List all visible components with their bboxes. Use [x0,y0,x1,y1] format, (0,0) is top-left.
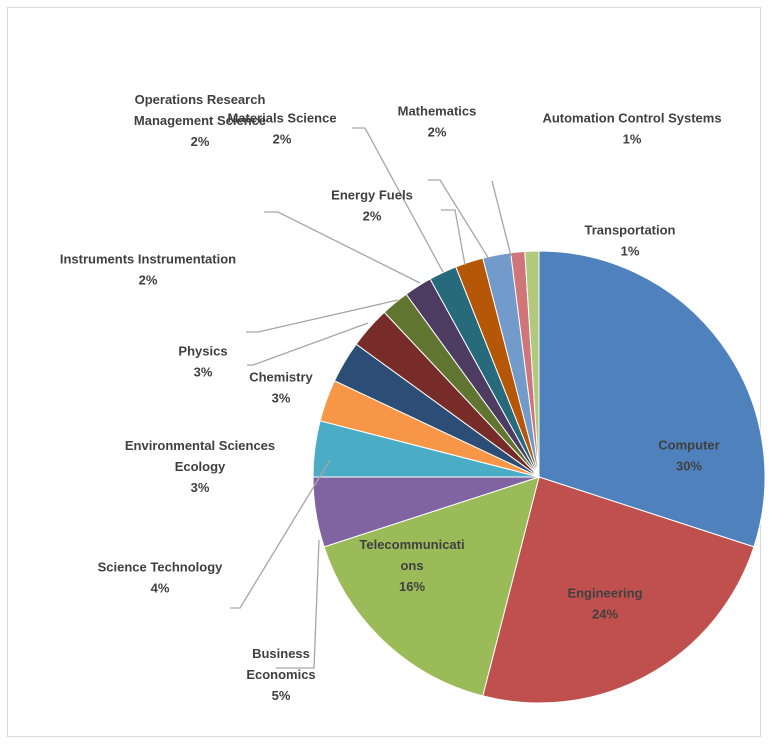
slice-category-label: Automation Control Systems [542,111,721,126]
pie-slice-telecommunications [323,476,540,697]
slice-label: Environmental Sciences Ecology 3% [125,438,275,495]
slice-label: Chemistry 3% [249,370,313,406]
slice-value-label: 2% [273,132,292,147]
slice-label: Engineering 24% [567,586,642,622]
slice-value-label: 24% [592,607,618,622]
slice-category-label: Materials Science [227,111,336,126]
slice-category-label: Environmental Sciences [125,438,275,453]
slice-label: Automation Control Systems 1% [542,111,721,147]
leader-line [441,209,466,266]
slice-label: Transportation 1% [584,223,675,259]
slice-label: Energy Fuels 2% [331,188,413,224]
slice-category-label: Physics [178,344,227,359]
slice-category-label: Telecommunicati [359,537,464,552]
slice-value-label: 4% [151,581,170,596]
slice-label: Physics 3% [178,344,227,380]
slice-category-label: Chemistry [249,370,313,385]
slice-category-label: Ecology [175,459,226,474]
slice-value-label: 30% [676,459,702,474]
slice-label: Mathematics 2% [398,104,477,140]
slice-label: Computer 30% [658,438,719,474]
slice-value-label: 5% [272,688,291,703]
slice-value-label: 3% [272,391,291,406]
pie-slice-transportation [524,250,540,478]
leader-line [264,211,421,284]
slice-category-label: Engineering [567,586,642,601]
slice-value-label: 1% [623,132,642,147]
slice-label: Operations Research Management Science 2% [134,92,266,149]
leader-line [352,127,444,273]
slice-category-label: Management Science [134,113,266,128]
slice-value-label: 16% [399,579,425,594]
slice-category-label: Instruments Instrumentation [60,252,236,267]
slice-value-label: 2% [139,273,158,288]
slice-category-label: Operations Research [135,92,266,107]
slice-category-label: Business [252,646,310,661]
slice-category-label: ons [400,558,423,573]
slice-label: Telecommunicati ons 16% [359,537,464,594]
slice-value-label: 3% [194,365,213,380]
leader-line [491,180,512,257]
slice-value-label: 3% [191,480,210,495]
slice-label: Materials Science 2% [227,111,336,147]
slice-label: Science Technology 4% [98,560,224,596]
slice-value-label: 2% [363,209,382,224]
slice-category-label: Energy Fuels [331,188,413,203]
leader-line [247,322,369,366]
leader-line [428,179,490,260]
slice-category-label: Transportation [584,223,675,238]
slice-value-label: 2% [191,134,210,149]
leader-line [276,539,320,669]
slice-label: Instruments Instrumentation 2% [60,252,236,288]
leader-line [230,459,331,609]
slice-category-label: Science Technology [98,560,224,575]
slice-category-label: Computer [658,438,719,453]
leader-line [246,299,399,333]
slice-value-label: 1% [621,244,640,259]
slice-label: Business Economics 5% [246,646,315,703]
pie-slice-computer [538,250,766,548]
slice-value-label: 2% [428,125,447,140]
slice-category-label: Mathematics [398,104,477,119]
pie-slice-engineering [482,476,755,704]
slice-category-label: Economics [246,667,315,682]
